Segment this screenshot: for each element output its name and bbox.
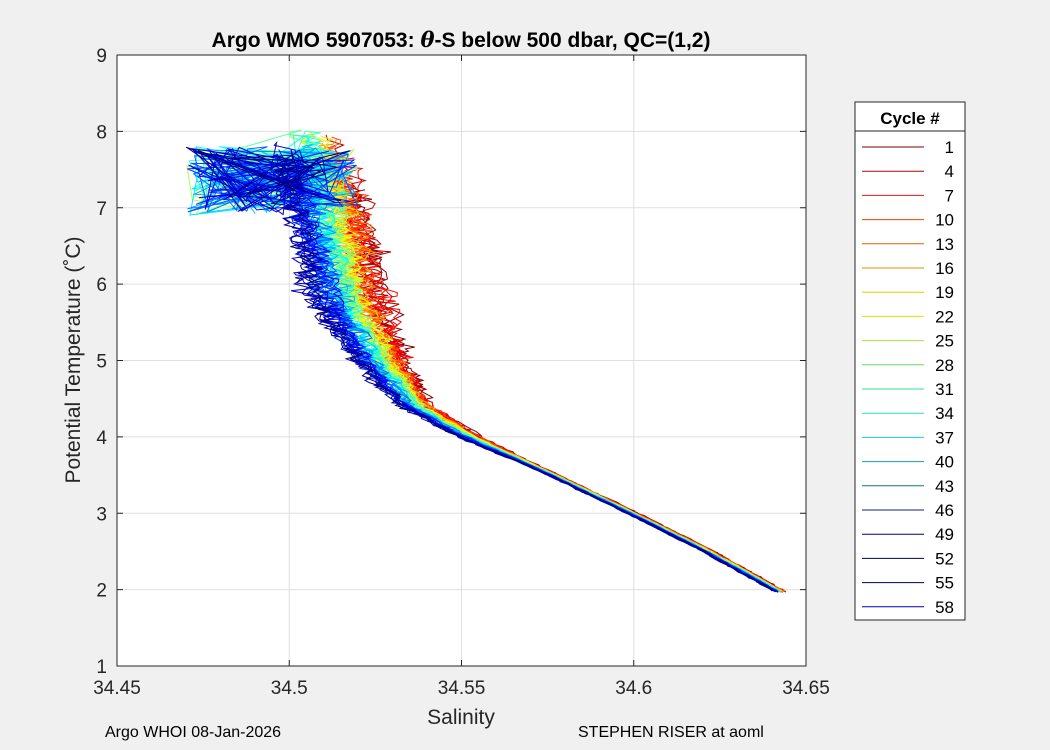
legend-label: 10	[935, 211, 954, 230]
legend-label: 7	[945, 186, 954, 205]
x-tick-label: 34.6	[615, 678, 652, 699]
y-axis-label: Potential Temperature (˚C)	[62, 236, 85, 483]
legend-box	[854, 101, 966, 621]
legend-label: 19	[935, 283, 954, 302]
y-tick-label: 8	[96, 122, 107, 143]
x-axis-label: Salinity	[427, 706, 495, 729]
legend-label: 55	[935, 574, 954, 593]
legend-label: 4	[945, 162, 954, 181]
y-tick-label: 9	[96, 46, 107, 67]
x-tick-label: 34.65	[782, 678, 830, 699]
legend-label: 34	[935, 404, 954, 423]
legend-entries: 1 4 7 10 13 16 19 22 25 28 31 34 37 40 43 46 49 52 55 58	[862, 138, 954, 617]
legend-label: 52	[935, 549, 954, 568]
legend-label: 28	[935, 356, 954, 375]
x-tick-label: 34.5	[271, 678, 308, 699]
legend-label: 16	[935, 259, 954, 278]
legend-label: 46	[935, 501, 954, 520]
legend-label: 31	[935, 380, 954, 399]
x-tick-label: 34.55	[438, 678, 486, 699]
legend-label: 1	[945, 138, 954, 157]
y-tick-label: 5	[96, 352, 107, 373]
y-tick-label: 3	[96, 504, 107, 525]
title-prefix: Argo WMO 5907053:	[212, 29, 421, 52]
legend-label: 22	[935, 307, 954, 326]
x-axis-ticks: 34.45 34.5 34.55 34.6 34.65	[93, 55, 830, 699]
footer-right-text: STEPHEN RISER at aoml	[578, 724, 764, 741]
y-tick-label: 6	[96, 275, 107, 296]
y-tick-label: 4	[96, 428, 107, 449]
y-tick-label: 2	[96, 581, 107, 602]
legend-label: 49	[935, 525, 954, 544]
x-tick-label: 34.45	[93, 678, 141, 699]
legend-label: 40	[935, 453, 954, 472]
legend-label: 25	[935, 332, 954, 351]
title-suffix: -S below 500 dbar, QC=(1,2)	[434, 29, 710, 52]
y-tick-label: 7	[96, 199, 107, 220]
legend-label: 37	[935, 428, 954, 447]
y-axis-ticks: 1 2 3 4 5 6 7 8 9	[96, 46, 806, 678]
y-tick-label: 1	[96, 657, 107, 678]
legend-label: 43	[935, 477, 954, 496]
footer-left-text: Argo WHOI 08-Jan-2026	[105, 724, 282, 741]
legend-label: 58	[935, 598, 954, 617]
cycle-profile-line	[195, 151, 773, 592]
series-group	[185, 129, 787, 593]
title-theta: θ	[420, 27, 434, 52]
chart-title: Argo WMO 5907053: θ-S below 500 dbar, QC…	[212, 27, 711, 52]
legend: Cycle # 1 4 7 10 13 16 19 22 25 28 31 34 37 40 43 46 49 5…	[854, 101, 966, 621]
legend-label: 13	[935, 235, 954, 254]
legend-title: Cycle #	[880, 109, 940, 128]
